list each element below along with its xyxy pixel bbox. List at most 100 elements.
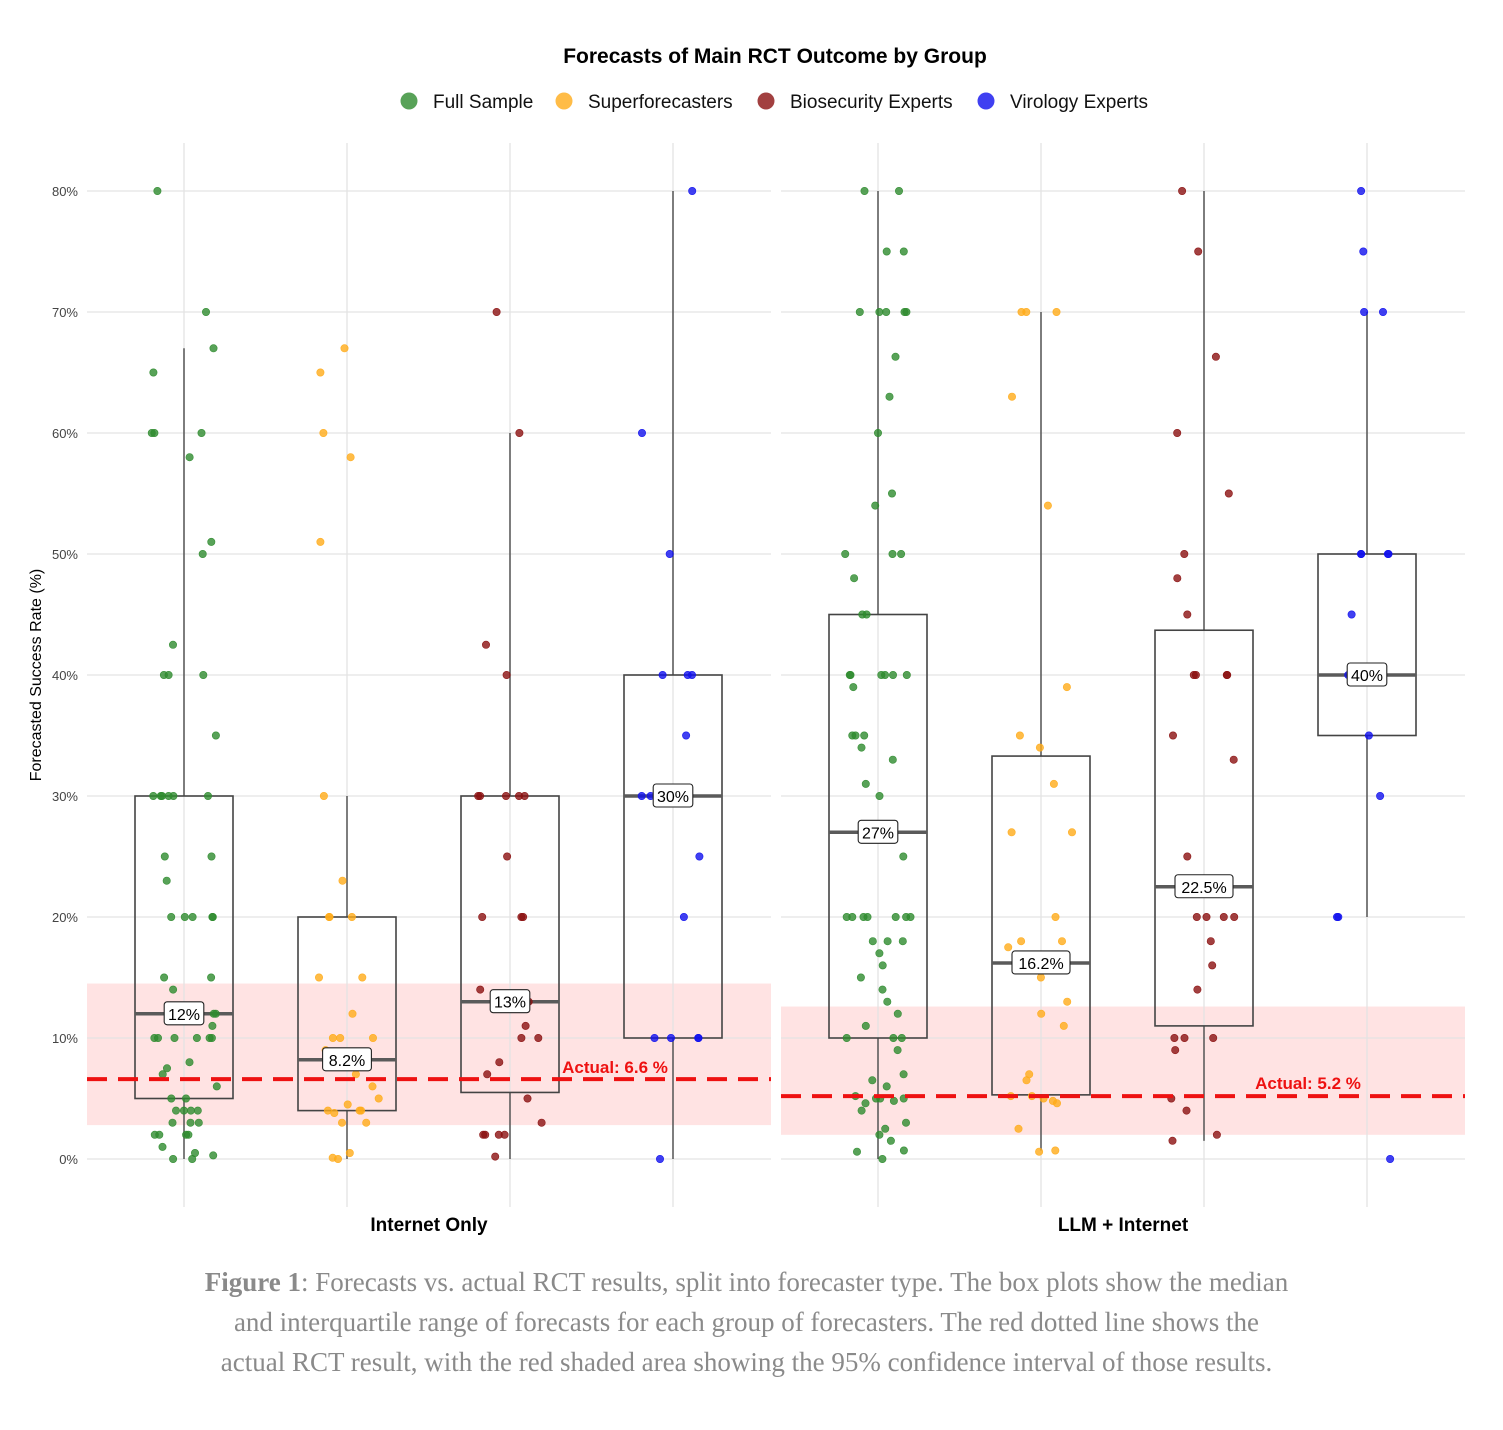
- data-point: [1058, 937, 1067, 946]
- data-point: [474, 791, 483, 800]
- data-point: [160, 973, 169, 982]
- data-point: [878, 961, 887, 970]
- data-point: [1189, 670, 1198, 679]
- data-point: [682, 731, 691, 740]
- data-point: [208, 1021, 217, 1030]
- data-point: [857, 1106, 866, 1115]
- data-point: [185, 453, 194, 462]
- panel-label: Internet Only: [370, 1215, 488, 1236]
- data-point: [336, 1034, 345, 1043]
- data-point: [650, 1034, 659, 1043]
- data-point: [861, 779, 870, 788]
- figure-caption: Figure 1: Forecasts vs. actual RCT resul…: [200, 1262, 1293, 1382]
- data-point: [338, 876, 347, 885]
- data-point: [167, 1094, 176, 1103]
- data-point: [153, 187, 162, 196]
- data-point: [355, 1106, 364, 1115]
- data-point: [1212, 1130, 1221, 1139]
- data-point: [314, 973, 323, 982]
- data-point: [491, 1152, 500, 1161]
- data-point: [537, 1118, 546, 1127]
- data-point: [501, 791, 510, 800]
- data-point: [319, 428, 328, 437]
- data-point: [316, 537, 325, 546]
- data-point: [325, 912, 334, 921]
- data-point: [1053, 1099, 1062, 1108]
- data-point: [1211, 352, 1220, 361]
- data-point: [170, 1034, 179, 1043]
- data-point: [1219, 912, 1228, 921]
- data-point: [882, 307, 891, 316]
- data-point: [149, 368, 158, 377]
- data-point: [1209, 1034, 1218, 1043]
- data-point: [319, 791, 328, 800]
- y-tick-label: 10%: [52, 1031, 78, 1046]
- data-point: [893, 1046, 902, 1055]
- data-point: [1183, 610, 1192, 619]
- y-tick-label: 30%: [52, 789, 78, 804]
- chart-svg: Forecasts of Main RCT Outcome by Group F…: [28, 45, 1465, 1236]
- data-point: [194, 1118, 203, 1127]
- legend: Full Sample Superforecasters Biosecurity E…: [400, 92, 1148, 113]
- data-point: [850, 574, 859, 583]
- data-point: [1007, 392, 1016, 401]
- data-point: [868, 1076, 877, 1085]
- data-point: [337, 1118, 346, 1127]
- y-tick-label: 40%: [52, 668, 78, 683]
- data-point: [362, 1118, 371, 1127]
- data-point: [358, 973, 367, 982]
- data-point: [149, 791, 158, 800]
- data-point: [188, 1155, 197, 1164]
- data-point: [1004, 943, 1013, 952]
- data-point: [150, 428, 159, 437]
- data-point: [679, 912, 688, 921]
- data-point: [1049, 779, 1058, 788]
- median-label-box: [322, 1047, 372, 1072]
- data-point: [212, 1082, 221, 1091]
- legend-marker: [555, 92, 573, 110]
- data-point: [1022, 307, 1031, 316]
- data-point: [695, 852, 704, 861]
- data-point: [899, 1146, 908, 1155]
- data-point: [199, 670, 208, 679]
- chart-title: Forecasts of Main RCT Outcome by Group: [563, 45, 987, 68]
- data-point: [1180, 549, 1189, 558]
- data-point: [368, 1034, 377, 1043]
- legend-marker: [757, 92, 775, 110]
- data-point: [846, 670, 855, 679]
- data-point: [1051, 912, 1060, 921]
- data-point: [899, 1070, 908, 1079]
- data-point: [500, 1130, 509, 1139]
- y-axis-label: Forecasted Success Rate (%): [28, 569, 45, 782]
- data-point: [340, 344, 349, 353]
- plot-area: 0% 10% 20% 30% 40% 50% 60% 70% 80% 12% 8.2% 13% 30% A…: [52, 143, 1465, 1236]
- data-point: [1230, 912, 1239, 921]
- data-point: [883, 997, 892, 1006]
- data-point: [1178, 187, 1187, 196]
- data-point: [902, 670, 911, 679]
- data-point: [346, 453, 355, 462]
- median-label-box: [1174, 874, 1234, 899]
- data-point: [1170, 1034, 1179, 1043]
- data-point: [855, 307, 864, 316]
- data-point: [1037, 1009, 1046, 1018]
- data-point: [1059, 1021, 1068, 1030]
- data-point: [374, 1094, 383, 1103]
- median-label-box: [1346, 662, 1388, 687]
- data-point: [683, 670, 692, 679]
- data-point: [655, 1155, 664, 1164]
- data-point: [1208, 961, 1217, 970]
- data-point: [164, 791, 173, 800]
- legend-marker: [400, 92, 418, 110]
- legend-label: Biosecurity Experts: [790, 92, 953, 113]
- data-point: [1229, 755, 1238, 764]
- data-point: [1014, 1124, 1023, 1133]
- data-point: [858, 610, 867, 619]
- data-point: [658, 670, 667, 679]
- data-point: [1015, 731, 1024, 740]
- data-point: [503, 852, 512, 861]
- data-point: [1357, 187, 1366, 196]
- box-iqr: [1154, 629, 1254, 1027]
- data-point: [893, 1009, 902, 1018]
- data-point: [888, 755, 897, 764]
